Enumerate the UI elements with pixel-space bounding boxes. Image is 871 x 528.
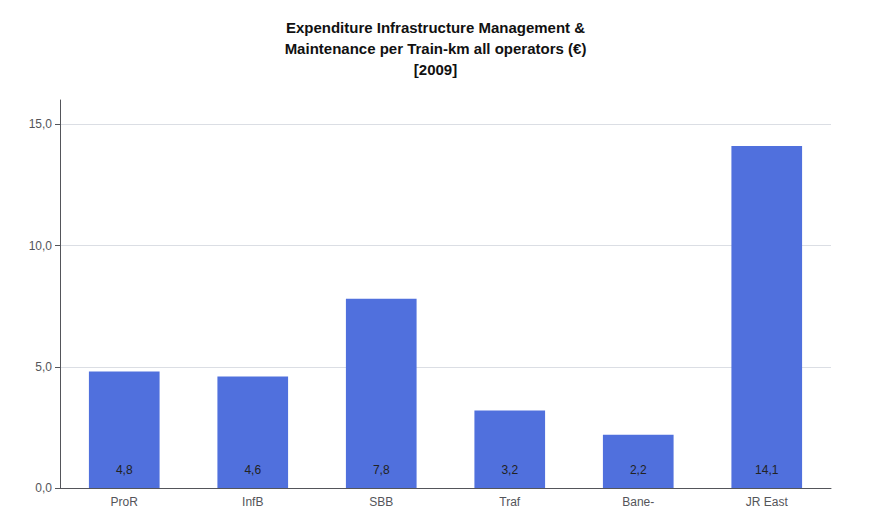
svg-text:InfB: InfB xyxy=(242,495,263,509)
svg-text:Expenditure Infrastructure Man: Expenditure Infrastructure Management & xyxy=(286,19,585,36)
svg-text:Maintenance per Train-km all o: Maintenance per Train-km all operators (… xyxy=(285,40,587,57)
svg-text:5,0: 5,0 xyxy=(35,360,52,374)
svg-text:2,2: 2,2 xyxy=(630,463,647,477)
svg-text:10,0: 10,0 xyxy=(29,239,53,253)
svg-text:SBB: SBB xyxy=(369,495,393,509)
svg-text:Traf: Traf xyxy=(499,495,521,509)
svg-text:4,8: 4,8 xyxy=(116,463,133,477)
svg-text:7,8: 7,8 xyxy=(373,463,390,477)
svg-text:Bane-: Bane- xyxy=(622,495,654,509)
svg-text:4,6: 4,6 xyxy=(244,463,261,477)
svg-text:ProR: ProR xyxy=(111,495,139,509)
svg-text:3,2: 3,2 xyxy=(501,463,518,477)
svg-text:[2009]: [2009] xyxy=(414,61,457,78)
svg-text:0,0: 0,0 xyxy=(35,481,52,495)
svg-text:JR East: JR East xyxy=(746,495,789,509)
svg-text:15,0: 15,0 xyxy=(29,117,53,131)
svg-text:14,1: 14,1 xyxy=(755,463,779,477)
